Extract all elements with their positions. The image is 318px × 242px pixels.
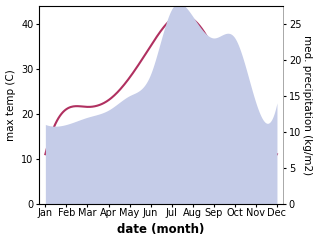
Y-axis label: max temp (C): max temp (C) [5, 69, 16, 141]
X-axis label: date (month): date (month) [117, 223, 205, 236]
Y-axis label: med. precipitation (kg/m2): med. precipitation (kg/m2) [302, 35, 313, 175]
